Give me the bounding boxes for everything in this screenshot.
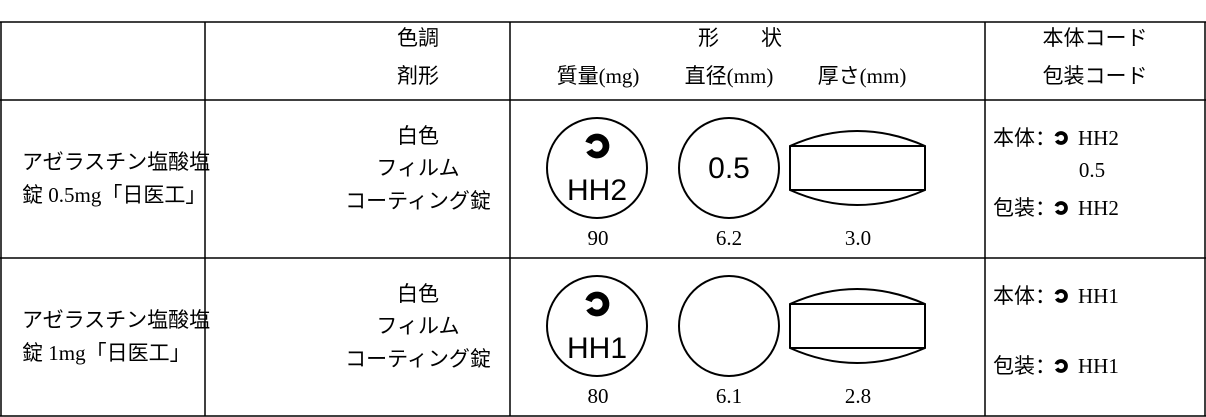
product-name: 錠 0.5mg「日医工」 [22,183,206,207]
dosage-form: フィルム [376,156,459,180]
maker-logo [1054,289,1068,303]
header-diameter: 直径(mm) [685,64,774,88]
tablet-back [678,275,780,377]
body-code2: 0.5 [1079,158,1105,182]
header-form: 剤形 [397,64,439,88]
body-code: HH2 [1078,126,1119,150]
product-name: アゼラスチン塩酸塩 [22,308,210,332]
header-code-body: 本体コード [1043,26,1148,50]
diameter: 6.1 [716,384,742,408]
dosage-form: コーティング錠 [345,189,491,213]
package-label: 包装： [993,354,1056,378]
product-name: 錠 1mg「日医工」 [22,341,191,365]
maker-logo [585,133,610,159]
maker-logo [585,291,610,317]
mass: 90 [588,226,609,250]
dosage-form: コーティング錠 [345,347,491,371]
body-label: 本体： [993,126,1056,150]
package-code: HH2 [1078,196,1119,220]
mass: 80 [588,384,609,408]
tablet-side [789,288,926,364]
body-code: HH1 [1078,284,1119,308]
header-code-package: 包装コード [1043,64,1148,88]
header-thickness: 厚さ(mm) [818,64,907,88]
tablet-side [789,130,926,206]
front-imprint: HH2 [567,174,627,207]
header-shape: 形 状 [698,26,782,50]
maker-logo [1054,201,1068,215]
maker-logo [1054,131,1068,145]
product-name: アゼラスチン塩酸塩 [22,150,210,174]
table-grid [0,21,1206,417]
front-imprint: HH1 [567,332,627,365]
header-mass: 質量(mg) [557,64,640,88]
maker-logo [1054,359,1068,373]
dosage-form: フィルム [376,314,459,338]
tablet-back [678,117,780,219]
diameter: 6.2 [716,226,742,250]
tablet-front [546,117,648,219]
tablet-color: 白色 [397,282,439,306]
thickness: 2.8 [845,384,871,408]
tablet-color: 白色 [397,124,439,148]
body-label: 本体： [993,284,1056,308]
header-color: 色調 [397,26,439,50]
package-label: 包装： [993,196,1056,220]
package-code: HH1 [1078,354,1119,378]
thickness: 3.0 [845,226,871,250]
tablet-front [546,275,648,377]
back-imprint: 0.5 [708,152,750,185]
